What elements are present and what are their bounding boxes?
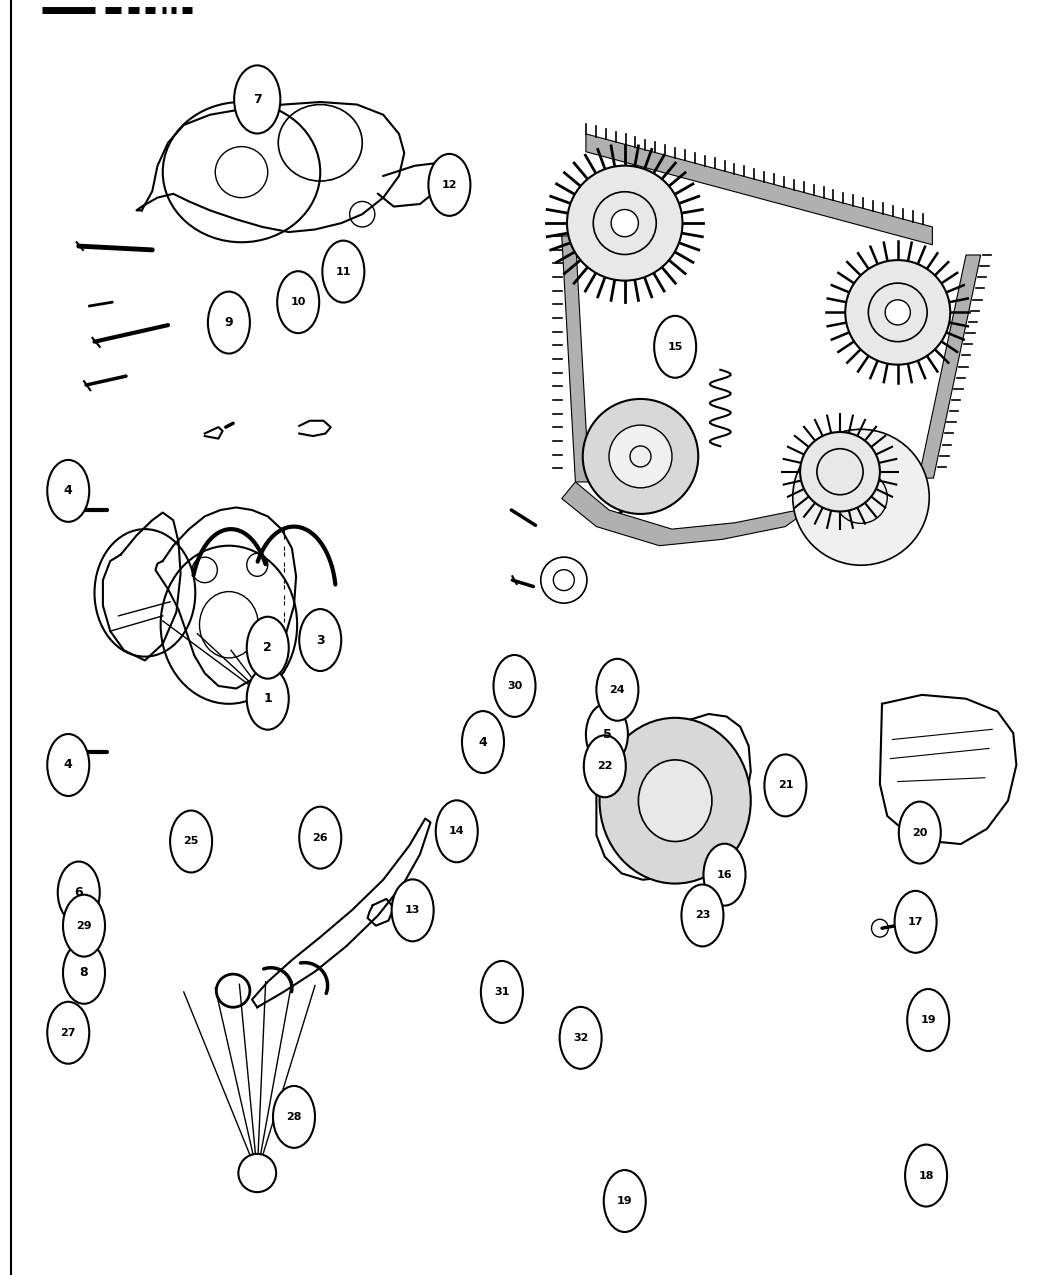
Text: 26: 26 (313, 833, 328, 843)
Ellipse shape (583, 399, 698, 514)
Ellipse shape (907, 989, 949, 1051)
Ellipse shape (277, 272, 319, 333)
Text: 15: 15 (668, 342, 682, 352)
Text: 6: 6 (75, 886, 83, 899)
Ellipse shape (494, 655, 536, 717)
Ellipse shape (885, 300, 910, 325)
Text: 4: 4 (64, 484, 72, 497)
Text: 3: 3 (316, 634, 324, 646)
Ellipse shape (481, 961, 523, 1023)
Ellipse shape (247, 668, 289, 729)
Ellipse shape (273, 1086, 315, 1148)
Ellipse shape (895, 891, 937, 952)
Text: 19: 19 (921, 1015, 936, 1025)
Ellipse shape (638, 760, 712, 842)
Ellipse shape (299, 807, 341, 868)
Text: 16: 16 (717, 870, 732, 880)
Text: 11: 11 (336, 266, 351, 277)
Ellipse shape (234, 65, 280, 134)
Text: 32: 32 (573, 1033, 588, 1043)
Polygon shape (562, 236, 589, 482)
Ellipse shape (238, 1154, 276, 1192)
Polygon shape (562, 478, 840, 546)
Text: 14: 14 (449, 826, 464, 836)
Text: 13: 13 (405, 905, 420, 915)
Ellipse shape (63, 942, 105, 1003)
Ellipse shape (392, 880, 434, 941)
Text: 8: 8 (80, 966, 88, 979)
Polygon shape (919, 255, 981, 478)
Text: 30: 30 (507, 681, 522, 691)
Ellipse shape (800, 432, 880, 511)
Ellipse shape (704, 844, 745, 905)
Ellipse shape (47, 1002, 89, 1063)
Ellipse shape (247, 617, 289, 678)
Polygon shape (586, 134, 932, 245)
Text: 1: 1 (264, 692, 272, 705)
Ellipse shape (604, 1170, 646, 1232)
Text: 27: 27 (61, 1028, 76, 1038)
Ellipse shape (208, 292, 250, 353)
Ellipse shape (654, 316, 696, 377)
Ellipse shape (611, 209, 638, 237)
Ellipse shape (764, 755, 806, 816)
Text: 20: 20 (912, 827, 927, 838)
Text: 4: 4 (479, 736, 487, 748)
Ellipse shape (170, 811, 212, 872)
Ellipse shape (609, 425, 672, 488)
Text: 21: 21 (778, 780, 793, 790)
Ellipse shape (793, 430, 929, 565)
Ellipse shape (63, 895, 105, 956)
Text: 31: 31 (495, 987, 509, 997)
Ellipse shape (586, 704, 628, 765)
Ellipse shape (560, 1007, 602, 1068)
Ellipse shape (899, 802, 941, 863)
Ellipse shape (681, 885, 723, 946)
Text: 9: 9 (225, 316, 233, 329)
Text: 29: 29 (77, 921, 91, 931)
Text: 12: 12 (442, 180, 457, 190)
Ellipse shape (299, 609, 341, 671)
Ellipse shape (584, 736, 626, 797)
Text: 2: 2 (264, 641, 272, 654)
Text: 17: 17 (908, 917, 923, 927)
Ellipse shape (47, 460, 89, 521)
Ellipse shape (436, 801, 478, 862)
Text: 4: 4 (64, 759, 72, 771)
Text: 23: 23 (695, 910, 710, 921)
Text: 19: 19 (617, 1196, 632, 1206)
Text: 5: 5 (603, 728, 611, 741)
Text: 7: 7 (253, 93, 261, 106)
Text: 25: 25 (184, 836, 198, 847)
Text: 24: 24 (610, 685, 625, 695)
Ellipse shape (905, 1145, 947, 1206)
Ellipse shape (596, 659, 638, 720)
Text: 28: 28 (287, 1112, 301, 1122)
Ellipse shape (845, 260, 950, 365)
Ellipse shape (462, 711, 504, 773)
Ellipse shape (58, 862, 100, 923)
Text: 22: 22 (597, 761, 612, 771)
Ellipse shape (567, 166, 682, 280)
Ellipse shape (428, 154, 470, 215)
Text: 10: 10 (291, 297, 306, 307)
Ellipse shape (47, 734, 89, 796)
Ellipse shape (322, 241, 364, 302)
Ellipse shape (600, 718, 751, 884)
Text: 18: 18 (919, 1170, 933, 1181)
